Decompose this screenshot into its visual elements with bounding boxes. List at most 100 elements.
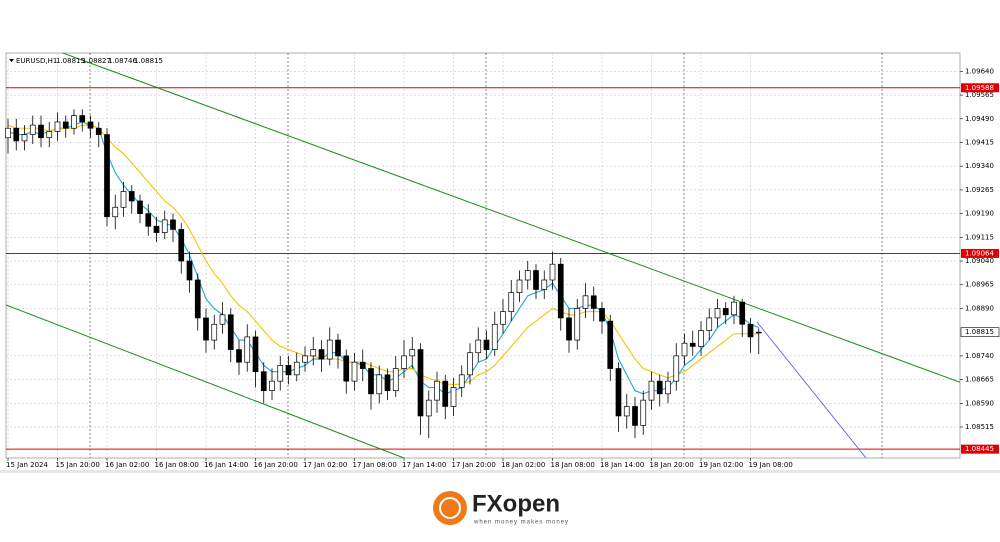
header: EURUSD,H1 1.08815 1.08827 1.08746 1.0881… [9, 57, 163, 65]
candle-body [392, 368, 399, 392]
candle-body [549, 263, 556, 281]
candle-body [425, 399, 432, 417]
candle-body [623, 406, 630, 417]
candles [5, 109, 762, 439]
candle-body [706, 317, 713, 331]
candle-body [475, 339, 482, 354]
candle-body [302, 355, 308, 363]
header-high: 1.08827 [82, 57, 111, 65]
candle-body [269, 380, 275, 392]
x-tick-label: 16 Jan 02:00 [105, 461, 149, 469]
x-tick-label: 18 Jan 08:00 [551, 461, 595, 469]
y-tick-label: 1.09190 [965, 210, 994, 218]
level-label-box [961, 248, 999, 258]
candle-body [665, 380, 671, 395]
candle-body [434, 380, 440, 401]
candle-body [401, 355, 407, 369]
projection-line [756, 321, 867, 458]
channel-upper [61, 53, 960, 383]
candle-body [244, 336, 251, 363]
candle-body [79, 115, 86, 123]
y-tick-label: 1.09415 [965, 138, 994, 146]
candle-body [450, 387, 457, 407]
candle-body [483, 339, 490, 350]
candle-body [293, 361, 300, 376]
x-tick-label: 17 Jan 14:00 [402, 461, 446, 469]
candle-body [359, 361, 366, 369]
candle-body [285, 365, 292, 376]
candle-body [491, 323, 498, 350]
plot-frame [5, 52, 961, 459]
candle-body [640, 399, 647, 426]
candle-body [326, 339, 333, 360]
header-close: 1.08815 [134, 57, 163, 65]
candle-body [71, 115, 77, 129]
candle-body [252, 336, 259, 373]
candle-body [755, 331, 762, 334]
candle-body [384, 374, 391, 392]
candle-body [458, 374, 465, 388]
candle-body [508, 292, 515, 312]
candle-body [128, 191, 135, 202]
candle-body [161, 219, 168, 233]
last-price-label: 1.08815 [965, 328, 994, 336]
logo-name: FXopen [472, 490, 560, 517]
candle-body [500, 311, 506, 325]
candle-body [203, 317, 209, 341]
x-tick-label: 19 Jan 08:00 [749, 461, 793, 469]
candle-body [260, 371, 267, 392]
logo-tagline: when money makes money [473, 520, 569, 526]
candle-body [145, 213, 152, 227]
moving-average [7, 124, 759, 385]
candle-body [632, 406, 638, 426]
candle-body [516, 279, 523, 293]
candle-body [13, 127, 20, 142]
candle-body [739, 301, 746, 325]
x-tick-label: 18 Jan 14:00 [600, 461, 644, 469]
candle-body [310, 349, 317, 357]
axes: 1.09640 1.09565 1.09490 1.09415 1.09340 1.092… [6, 67, 1000, 469]
candle-body [277, 365, 284, 382]
x-tick-label: 19 Jan 02:00 [699, 461, 743, 469]
header-low: 1.08746 [108, 57, 137, 65]
candle-body [318, 349, 325, 360]
y-tick-label: 1.09340 [965, 162, 994, 170]
period-separators [89, 53, 883, 458]
candle-body [95, 127, 102, 135]
x-tick-label: 15 Jan 2024 [6, 461, 49, 469]
candle-body [557, 263, 564, 319]
panel-shadow [0, 470, 1000, 473]
x-tick-label: 16 Jan 08:00 [155, 461, 199, 469]
candle-body [673, 355, 680, 382]
y-tick-label: 1.08590 [965, 399, 994, 407]
x-tick-label: 17 Jan 08:00 [353, 461, 397, 469]
x-tick-label: 17 Jan 20:00 [452, 461, 496, 469]
candle-body [236, 349, 242, 363]
y-tick-label: 1.09640 [965, 67, 994, 75]
y-tick-label: 1.09115 [965, 233, 994, 241]
candle-body [442, 380, 449, 407]
logo-emblem [433, 491, 467, 525]
candle-body [120, 191, 127, 208]
candle-body [186, 260, 193, 281]
header-open: 1.08815 [56, 57, 85, 65]
y-tick-label: 1.09565 [965, 91, 994, 99]
candle-body [409, 349, 416, 357]
candle-body [689, 342, 696, 347]
candle-body [5, 127, 11, 139]
candle-body [747, 323, 754, 338]
x-tick-label: 16 Jan 14:00 [204, 461, 248, 469]
y-tick-label: 1.08965 [965, 281, 994, 289]
candle-body [574, 308, 581, 341]
level-label-box [961, 83, 999, 93]
menu-icon [9, 59, 14, 62]
candle-body [335, 339, 341, 357]
candle-body [376, 374, 383, 395]
candle-body [178, 229, 185, 262]
candle-body [112, 206, 119, 218]
candle-body [137, 200, 143, 214]
last-price-box [960, 327, 1000, 337]
candle-body [46, 131, 53, 139]
x-tick-label: 18 Jan 02:00 [501, 461, 545, 469]
candle-body [227, 314, 234, 350]
